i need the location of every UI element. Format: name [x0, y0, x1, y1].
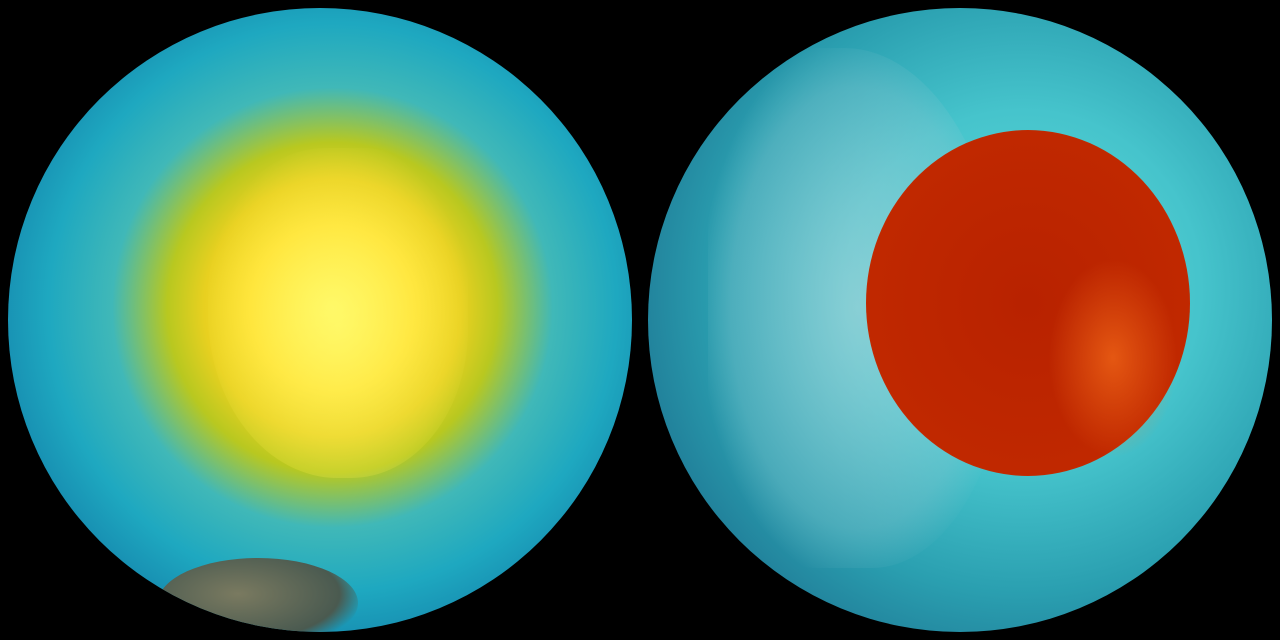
anomaly-glow: [1048, 258, 1178, 458]
right-globe-visualization: [648, 8, 1272, 632]
continent-edge: [158, 558, 358, 632]
left-globe-visualization: [8, 8, 632, 632]
antarctica-landmass: [208, 148, 468, 478]
